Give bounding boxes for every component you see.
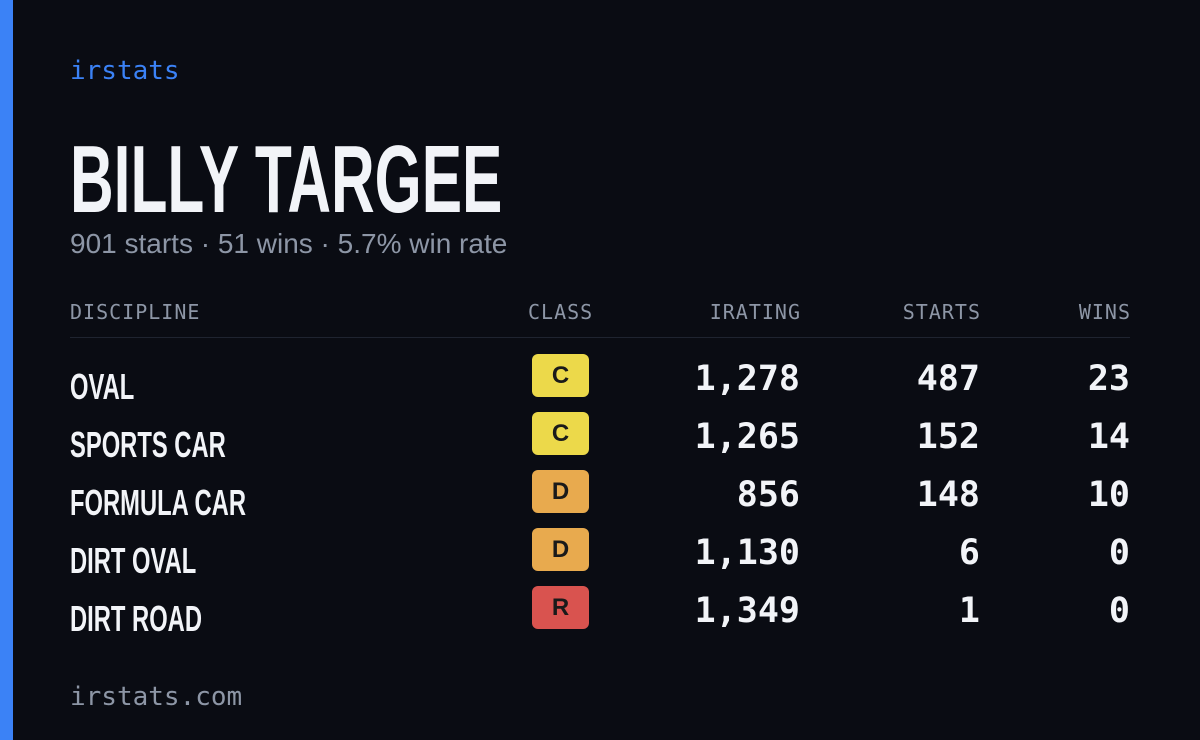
irating: 856 [736,475,800,515]
accent-bar [0,0,13,740]
irating: 1,278 [694,359,800,399]
irating: 1,130 [694,533,800,573]
column-header: DISCIPLINE [70,300,201,324]
summary: 901 starts · 51 wins · 5.7% win rate [70,228,508,259]
column-header: WINS [1078,300,1131,324]
wins: 10 [1087,475,1130,515]
discipline: FORMULA CAR [70,482,246,523]
wins: 0 [1108,533,1130,573]
discipline: OVAL [70,366,135,407]
column-header: STARTS [902,300,981,324]
starts: 152 [916,417,980,457]
discipline: DIRT ROAD [70,598,202,639]
class-badge: D [532,528,589,571]
column-header: IRATING [709,300,801,324]
driver-name: BILLY TARGEE [70,126,503,233]
brand: irstats [70,56,180,86]
footer-site: irstats.com [70,682,243,712]
class-badge: D [532,470,589,513]
starts: 6 [958,533,980,573]
discipline: DIRT OVAL [70,540,197,581]
divider [70,337,1130,338]
starts: 487 [916,359,980,399]
class-badge: R [532,586,589,629]
wins: 0 [1108,591,1130,631]
starts: 1 [958,591,980,631]
wins: 23 [1087,359,1130,399]
wins: 14 [1087,417,1130,457]
class-badge: C [532,412,589,455]
discipline: SPORTS CAR [70,424,226,465]
class-badge: C [532,354,589,397]
irating: 1,265 [694,417,800,457]
column-header: CLASS [528,300,594,324]
irating: 1,349 [694,591,800,631]
starts: 148 [916,475,980,515]
